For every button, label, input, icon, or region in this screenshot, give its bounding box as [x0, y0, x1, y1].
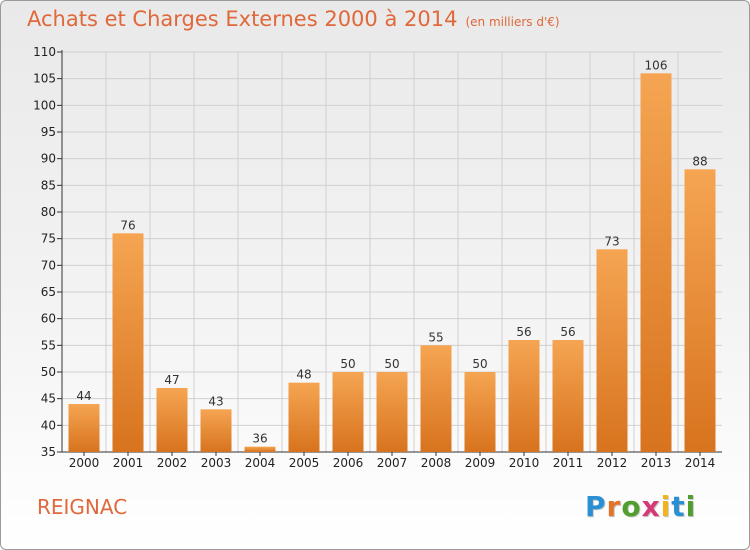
- data-label-2003: 43: [208, 394, 223, 408]
- y-tick-label: 65: [41, 285, 56, 299]
- data-label-2004: 36: [252, 432, 267, 446]
- bar-2000: [68, 404, 100, 452]
- x-tick-label: 2001: [113, 456, 144, 470]
- x-tick-label: 2002: [157, 456, 188, 470]
- bars: [68, 73, 716, 453]
- y-tick-label: 60: [41, 312, 56, 326]
- y-tick-label: 40: [41, 418, 56, 432]
- city-name: REIGNAC: [37, 495, 128, 519]
- data-label-2007: 50: [384, 357, 399, 371]
- y-tick-label: 105: [33, 72, 56, 86]
- bar-2014: [684, 169, 716, 453]
- x-tick-label: 2003: [201, 456, 232, 470]
- x-tick-label: 2010: [509, 456, 540, 470]
- x-tick-label: 2005: [289, 456, 320, 470]
- bar-2013: [640, 73, 672, 452]
- x-tick-label: 2011: [553, 456, 584, 470]
- data-label-2005: 48: [296, 368, 311, 382]
- data-label-2010: 56: [516, 325, 531, 339]
- x-tick-label: 2012: [597, 456, 628, 470]
- y-tick-label: 80: [41, 205, 56, 219]
- y-tick-label: 75: [41, 232, 56, 246]
- x-tick-label: 2009: [465, 456, 496, 470]
- bar-2003: [200, 409, 232, 452]
- x-tick-label: 2008: [421, 456, 452, 470]
- data-label-2006: 50: [340, 357, 355, 371]
- bar-2007: [376, 372, 408, 452]
- bar-2006: [332, 372, 364, 452]
- bar-2005: [288, 382, 320, 452]
- chart-title-main: Achats et Charges Externes 2000 à 2014: [27, 7, 458, 31]
- y-tick-label: 110: [33, 45, 56, 59]
- y-tick-label: 45: [41, 392, 56, 406]
- y-tick-label: 85: [41, 178, 56, 192]
- axes: 35 40 45 50 55 60 65 70 75 80 85 90 95 100 105 110 2000 2…: [33, 45, 722, 470]
- chart-title-unit: (en milliers d'€): [465, 15, 560, 29]
- bar-2008: [420, 345, 452, 452]
- x-tick-label: 2013: [641, 456, 672, 470]
- x-tick-label: 2006: [333, 456, 364, 470]
- bar-2012: [596, 249, 628, 452]
- bar-2004: [244, 446, 276, 452]
- bar-2002: [156, 388, 188, 452]
- x-tick-label: 2007: [377, 456, 408, 470]
- y-tick-label: 55: [41, 338, 56, 352]
- labels: 44 76 47 43 36 48 50 50 55 50 56 56 73 106 88: [76, 58, 707, 445]
- y-tick-label: 100: [33, 98, 56, 112]
- data-label-2011: 56: [560, 325, 575, 339]
- bar-2010: [508, 340, 540, 452]
- x-tick-label: 2014: [685, 456, 716, 470]
- bar-2009: [464, 372, 496, 452]
- chart-title: Achats et Charges Externes 2000 à 2014 (e…: [27, 7, 560, 31]
- data-label-2013: 106: [645, 58, 668, 72]
- y-tick-label: 95: [41, 125, 56, 139]
- y-tick-label: 35: [41, 445, 56, 459]
- y-tick-label: 90: [41, 152, 56, 166]
- bar-2001: [112, 233, 144, 452]
- bar-2011: [552, 340, 584, 452]
- data-label-2014: 88: [692, 154, 707, 168]
- data-label-2001: 76: [120, 218, 135, 232]
- data-label-2009: 50: [472, 357, 487, 371]
- x-tick-label: 2000: [69, 456, 100, 470]
- data-label-2000: 44: [76, 389, 91, 403]
- y-tick-label: 50: [41, 365, 56, 379]
- data-label-2008: 55: [428, 330, 443, 344]
- x-tick-label: 2004: [245, 456, 276, 470]
- data-label-2002: 47: [164, 373, 179, 387]
- data-label-2012: 73: [604, 234, 619, 248]
- proxiti-logo: Proxiti: [585, 490, 697, 523]
- y-tick-label: 70: [41, 258, 56, 272]
